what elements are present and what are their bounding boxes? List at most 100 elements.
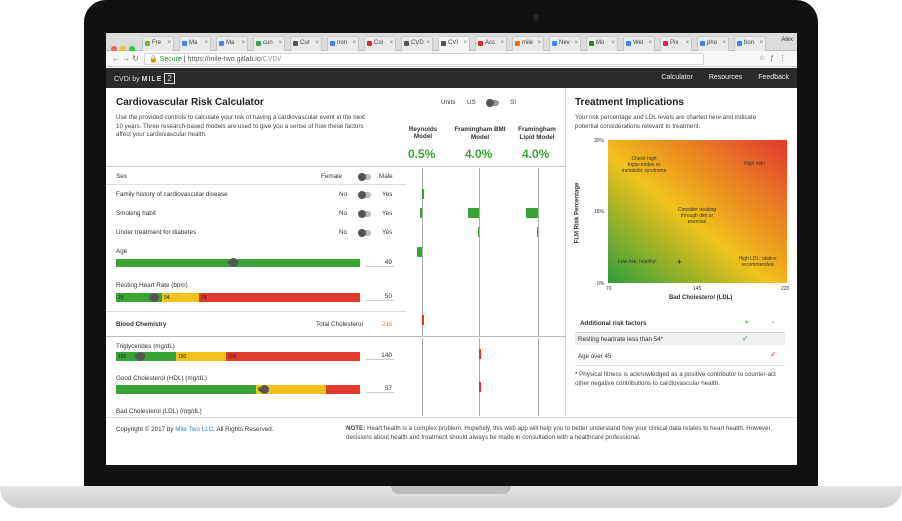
lipid-column-axis (538, 338, 539, 416)
extension-icon[interactable]: ƒ (770, 55, 779, 62)
browser-tab[interactable]: non × (327, 36, 359, 51)
triglycerides-green-zone[interactable] (116, 352, 176, 361)
hdl-green-zone[interactable] (116, 385, 256, 394)
tab-label: cun (263, 40, 273, 46)
tab-close-icon[interactable]: × (167, 40, 171, 46)
triglycerides-value[interactable]: 140 (366, 352, 394, 360)
diabetes-toggle[interactable] (358, 229, 371, 237)
browser-tab[interactable]: Mo × (586, 36, 618, 51)
tab-close-icon[interactable]: × (204, 40, 208, 46)
triglycerides-yellow-zone[interactable] (176, 352, 226, 361)
tab-close-icon[interactable]: × (278, 40, 282, 46)
triglycerides-red-zone[interactable] (226, 352, 360, 361)
browser-tab[interactable]: Col × (364, 36, 396, 51)
tab-close-icon[interactable]: × (759, 40, 763, 46)
browser-tab[interactable]: cun × (253, 36, 285, 51)
browser-tab[interactable]: Fre × (142, 36, 174, 51)
framingham-lipid-risk-value: 4.0% (522, 147, 550, 161)
nav-calculator[interactable]: Calculator (661, 74, 693, 81)
tab-close-icon[interactable]: × (352, 40, 356, 46)
hdl-value[interactable]: 57 (366, 385, 394, 393)
tab-close-icon[interactable]: × (574, 40, 578, 46)
heart-rate-yellow-zone[interactable] (162, 293, 199, 302)
tab-close-icon[interactable]: × (241, 40, 245, 46)
bookmark-star-icon[interactable]: ☆ (758, 55, 771, 62)
url-path: /CVDi/ (260, 56, 281, 63)
hdl-red-zone[interactable] (326, 385, 360, 394)
minimize-window-button[interactable] (120, 46, 126, 52)
reload-icon[interactable]: ↻ (132, 54, 139, 63)
browser-tab[interactable]: pho × (697, 36, 729, 51)
tab-close-icon[interactable]: × (611, 40, 615, 46)
model-name-reynolds: Reynolds Model (408, 126, 438, 140)
tab-favicon-icon (626, 41, 631, 46)
heart-rate-red-zone[interactable] (199, 293, 360, 302)
tab-close-icon[interactable]: × (315, 40, 319, 46)
model-name-framingham-lipid: Framingham Lipid Model (518, 126, 556, 141)
sex-female-label: Female (321, 173, 342, 180)
tab-label: Pix (670, 40, 679, 46)
heart-rate-green-zone[interactable] (116, 293, 162, 302)
diabetes-label: Under treatment for diabetes (116, 229, 197, 236)
heart-rate-value[interactable]: 50 (366, 293, 394, 301)
tab-close-icon[interactable]: × (500, 40, 504, 46)
browser-tab[interactable]: Nev × (549, 36, 581, 51)
hdl-yellow-zone[interactable] (256, 385, 326, 394)
browser-tab[interactable]: Wel × (623, 36, 655, 51)
check-icon: ✓ (770, 350, 777, 359)
forward-icon[interactable]: → (122, 54, 130, 63)
company-link[interactable]: Mile Two LLC (175, 426, 214, 433)
brand-logo[interactable]: CVDi by MILE 2 (114, 73, 175, 84)
annotation-low-risk: Low risk, healthy! (618, 259, 657, 265)
tab-close-icon[interactable]: × (722, 40, 726, 46)
calculator-panel: Cardiovascular Risk Calculator Units US … (106, 88, 566, 416)
browser-tab[interactable]: bon × (734, 36, 766, 51)
age-value[interactable]: 49 (366, 259, 394, 267)
browser-tab[interactable]: Acc × (475, 36, 507, 51)
tab-label: bon (744, 40, 755, 46)
y-tick-30: 30% (594, 138, 605, 144)
risk-chart-svg (608, 140, 787, 283)
browser-tab[interactable]: Ma × (216, 36, 248, 51)
family-history-toggle[interactable] (358, 191, 371, 199)
url-input[interactable]: 🔒 Secure | https://mile-two.gitlab.io/CV… (144, 53, 704, 65)
browser-tab[interactable]: Cur × (290, 36, 322, 51)
back-icon[interactable]: ← (112, 54, 120, 63)
profile-name[interactable]: Alex (781, 37, 793, 43)
tab-close-icon[interactable]: × (537, 40, 541, 46)
tab-label: Ma (226, 40, 235, 46)
sex-toggle[interactable] (358, 173, 371, 181)
tab-favicon-icon (589, 41, 594, 46)
triglycerides-tick-high: 200 (228, 354, 237, 360)
browser-tab[interactable]: CVD × (401, 36, 433, 51)
annotation-triglycerides: Check high triglycerides or metabolic sy… (621, 156, 667, 174)
risk-factor-row: Age over 45 (575, 351, 785, 362)
brand-name: MILE (141, 76, 163, 83)
treatment-panel: Treatment Implications Your risk percent… (567, 88, 797, 416)
nav-feedback[interactable]: Feedback (758, 74, 789, 81)
browser-tab-bar: Fre × Ma × Ma × cun × Cur × non × Col × CVD × CVI × Acc × mi… (106, 33, 797, 52)
smoking-toggle[interactable] (358, 210, 371, 218)
tab-close-icon[interactable]: × (426, 40, 430, 46)
calculator-description: Use the provided controls to calculate y… (116, 114, 366, 138)
sex-male-label: Male (379, 173, 393, 180)
menu-icon[interactable]: ⋮ (779, 55, 791, 62)
units-toggle[interactable] (486, 99, 499, 107)
browser-tab[interactable]: CVI × (438, 36, 470, 51)
tab-label: Acc (485, 40, 496, 46)
units-us-label: US (467, 99, 476, 106)
risk-factor-row: Resting heartrate less than 54* (575, 334, 785, 345)
lipid-column-axis (538, 168, 539, 336)
tab-close-icon[interactable]: × (685, 40, 689, 46)
browser-tab[interactable]: mile × (512, 36, 544, 51)
units-si-label: SI (510, 99, 516, 106)
close-window-button[interactable] (111, 46, 117, 52)
window-controls (111, 39, 138, 57)
browser-tab[interactable]: Ma × (179, 36, 211, 51)
tab-close-icon[interactable]: × (463, 40, 467, 46)
nav-resources[interactable]: Resources (708, 74, 743, 81)
maximize-window-button[interactable] (129, 46, 135, 52)
tab-close-icon[interactable]: × (389, 40, 393, 46)
browser-tab[interactable]: Pix × (660, 36, 692, 51)
tab-close-icon[interactable]: × (648, 40, 652, 46)
